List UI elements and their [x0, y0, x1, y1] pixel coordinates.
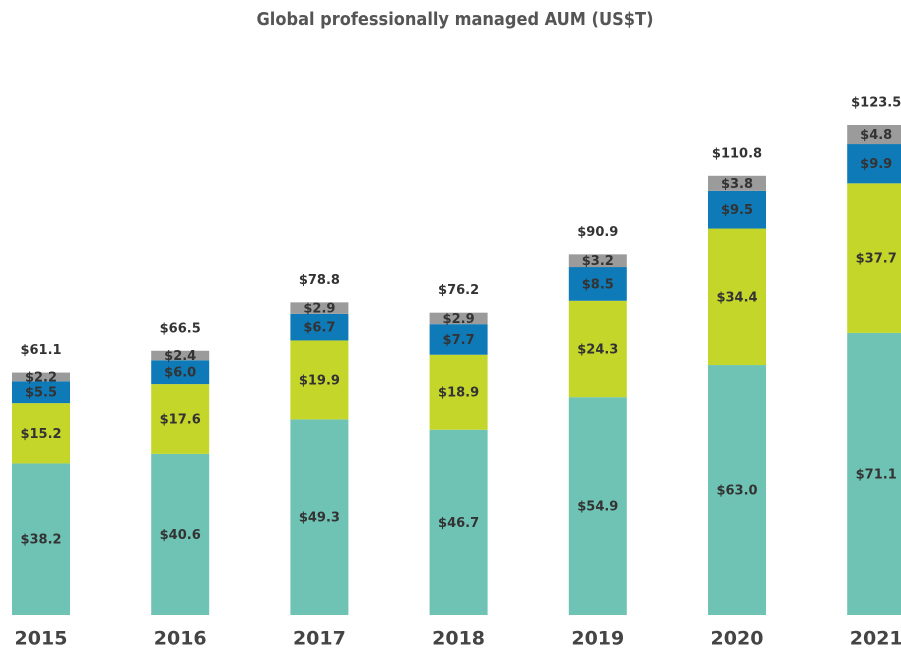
- bar-segment: [12, 381, 70, 404]
- segment-label: $40.6: [160, 528, 201, 543]
- bar-segment: [429, 324, 488, 355]
- total-label: $66.5: [160, 321, 201, 336]
- bar-segment: [151, 350, 210, 361]
- x-tick-label: 2020: [711, 628, 764, 650]
- bar-segment: [568, 397, 627, 615]
- x-tick-label: 2018: [432, 628, 485, 650]
- segment-label: $6.0: [164, 366, 196, 381]
- segment-label: $34.4: [716, 290, 757, 305]
- segment-label: $37.7: [856, 252, 897, 267]
- bar-segment: [847, 144, 901, 184]
- segment-label: $38.2: [20, 533, 61, 548]
- segment-label: $24.3: [577, 342, 618, 357]
- segment-label: $3.2: [582, 254, 614, 269]
- segment-label: $2.9: [443, 312, 475, 327]
- segment-label: $17.6: [160, 413, 201, 428]
- segment-label: $9.9: [860, 157, 892, 172]
- segment-label: $46.7: [438, 516, 479, 531]
- segment-label: $4.8: [860, 128, 892, 143]
- segment-label: $18.9: [438, 386, 479, 401]
- bar-segment: [708, 228, 766, 366]
- total-label: $123.5: [851, 96, 901, 111]
- segment-label: $49.3: [299, 511, 340, 526]
- bar-segment: [290, 302, 349, 314]
- bar-segment: [12, 372, 70, 382]
- x-tick-label: 2021: [850, 628, 901, 650]
- segment-label: $15.2: [20, 427, 61, 442]
- segment-label: $6.7: [303, 321, 335, 336]
- chart-title: Global professionally managed AUM (US$T): [257, 9, 654, 30]
- total-label: $61.1: [20, 343, 61, 358]
- bar-segment: [568, 267, 627, 301]
- bar-segment: [708, 365, 766, 615]
- bar-segment: [568, 300, 627, 398]
- segment-label: $5.5: [25, 386, 57, 401]
- x-tick-label: 2016: [154, 628, 207, 650]
- total-label: $110.8: [712, 146, 762, 161]
- segment-label: $2.9: [303, 302, 335, 317]
- bar-segment: [568, 254, 627, 268]
- segment-label: $3.8: [721, 177, 753, 192]
- bar-segment: [290, 340, 349, 420]
- x-tick-label: 2019: [571, 628, 624, 650]
- bar-segment: [12, 403, 70, 464]
- total-label: $90.9: [577, 225, 618, 240]
- bar-segment: [708, 175, 766, 191]
- segment-label: $54.9: [577, 500, 618, 515]
- bar-segment: [429, 354, 488, 430]
- bar-segment: [12, 463, 70, 615]
- bar-segment: [708, 190, 766, 229]
- total-label: $78.8: [299, 273, 340, 288]
- segment-label: $63.0: [716, 484, 757, 499]
- bar-segment: [429, 312, 488, 325]
- bar-segment: [847, 183, 901, 333]
- bar-segment: [290, 313, 349, 341]
- bar-segment: [290, 419, 349, 615]
- x-tick-label: 2017: [293, 628, 346, 650]
- bar-segment: [847, 332, 901, 615]
- bar-segment: [151, 453, 210, 615]
- segment-label: $19.9: [299, 373, 340, 388]
- segment-label: $2.4: [164, 349, 196, 364]
- segment-label: $2.2: [25, 370, 57, 385]
- bar-segment: [151, 384, 210, 454]
- total-label: $76.2: [438, 283, 479, 298]
- segment-label: $7.7: [443, 333, 475, 348]
- bar-segment: [429, 429, 488, 615]
- x-tick-label: 2015: [15, 628, 68, 650]
- bar-segment: [151, 360, 210, 385]
- segment-label: $71.1: [856, 467, 897, 482]
- bar-segment: [847, 125, 901, 145]
- segment-label: $9.5: [721, 203, 753, 218]
- segment-label: $8.5: [582, 277, 614, 292]
